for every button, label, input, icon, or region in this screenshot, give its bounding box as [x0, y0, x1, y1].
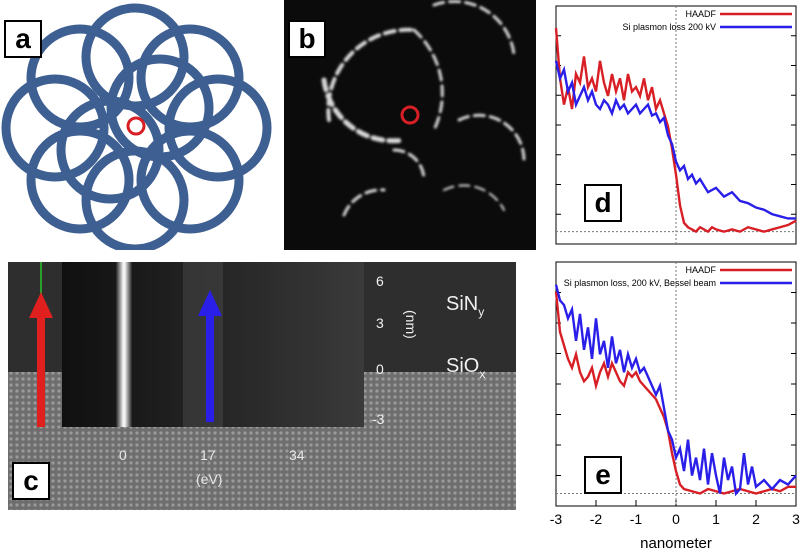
layer-label-sio: SiOx — [446, 355, 485, 381]
legend-label-bessel: Si plasmon loss, 200 kV, Bessel beam — [564, 278, 716, 288]
red-arrow-head — [29, 292, 53, 318]
bright-arc — [392, 148, 426, 182]
panel-d-label: d — [584, 184, 622, 222]
bright-arc — [412, 28, 444, 132]
panel-b-label: b — [288, 20, 326, 58]
x-tick: 34 — [289, 447, 305, 463]
legend-label-plasmon: Si plasmon loss 200 kV — [622, 22, 716, 32]
x-axis-ticks: -3 -2 -1 0 1 2 3 — [550, 500, 800, 527]
layer-label-sin: SiNy — [446, 293, 484, 319]
panel-e: -3 -2 -1 0 1 2 3 HAADF Si plasmon loss, 200 kV… — [540, 256, 800, 552]
y-tick: 3 — [376, 315, 384, 331]
red-marker — [126, 116, 146, 136]
legend: HAADF Si plasmon loss 200 kV — [622, 9, 792, 32]
x-ticks: 0 17 34 — [119, 447, 305, 463]
plasmon-band — [183, 262, 223, 427]
red-arrow — [29, 292, 53, 427]
x-tick-label: 1 — [712, 511, 720, 527]
y-unit-label: (nm) — [403, 310, 419, 339]
y-tick: -3 — [372, 411, 385, 427]
panel-c-label: c — [12, 462, 50, 500]
series-line — [554, 284, 797, 497]
red-marker — [400, 105, 420, 125]
x-tick-label: -2 — [590, 511, 603, 527]
bright-arc — [432, 0, 516, 57]
series-line — [554, 60, 796, 220]
x-tick: 0 — [119, 447, 127, 463]
panel-a: a — [0, 0, 280, 254]
legend-label-haadf: HAADF — [685, 265, 716, 275]
panel-d: HAADF Si plasmon loss 200 kV d — [540, 0, 800, 250]
panel-b: b — [284, 0, 536, 250]
plot-d: HAADF Si plasmon loss 200 kV — [554, 5, 797, 245]
blue-arrow — [198, 290, 222, 422]
bright-arc — [321, 77, 407, 144]
panel-a-label: a — [4, 20, 42, 58]
legend: HAADF Si plasmon loss, 200 kV, Bessel be… — [564, 265, 792, 288]
ring — [26, 24, 134, 132]
legend-label-haadf: HAADF — [685, 9, 716, 19]
darkfield-image — [321, 0, 526, 217]
ring — [164, 74, 272, 182]
ring — [56, 96, 164, 204]
series-line — [554, 27, 797, 234]
bright-arc — [342, 188, 386, 217]
panel-c: 6 3 0 -3 (nm) SiNy SiOx 0 17 34 (eV) c — [8, 262, 516, 510]
series-group — [554, 284, 797, 497]
y-ticks: 6 3 0 -3 — [372, 273, 385, 427]
y-axis-ticks — [556, 292, 796, 476]
x-tick-label: -3 — [550, 511, 563, 527]
blue-arrow-head — [198, 290, 222, 316]
spectrum-image: 6 3 0 -3 (nm) SiNy SiOx 0 17 34 (eV) — [8, 262, 516, 510]
bright-arc — [457, 113, 526, 162]
x-unit-label: (eV) — [196, 471, 222, 487]
y-tick: 6 — [376, 273, 384, 289]
x-tick: 17 — [200, 447, 216, 463]
bright-arc — [443, 184, 505, 211]
ring-group — [1, 3, 272, 254]
ring — [136, 126, 244, 234]
ring — [1, 74, 109, 182]
series-group — [554, 27, 797, 234]
x-tick-label: 3 — [792, 511, 800, 527]
ring-diagram — [1, 3, 272, 254]
bright-arc — [326, 27, 416, 122]
x-axis-label: nanometer — [640, 535, 712, 552]
panel-e-label: e — [584, 456, 622, 494]
x-tick-label: 0 — [672, 511, 680, 527]
x-tick-label: 2 — [752, 511, 760, 527]
plot-e: -3 -2 -1 0 1 2 3 HAADF Si plasmon loss, 200 kV… — [550, 261, 800, 552]
x-tick-label: -1 — [630, 511, 643, 527]
zero-loss-peak — [116, 262, 132, 427]
y-tick: 0 — [376, 361, 384, 377]
